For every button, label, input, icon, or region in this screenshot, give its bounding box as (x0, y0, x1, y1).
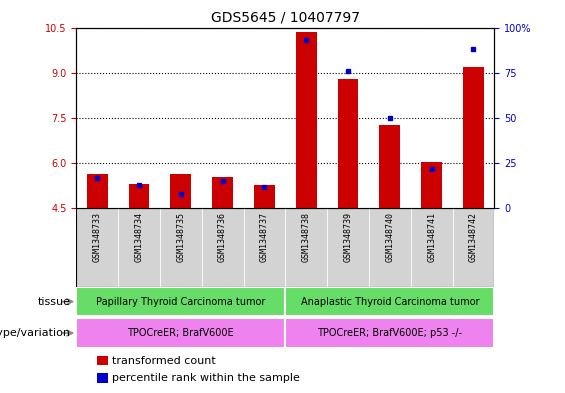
Bar (380, 125, 400, 208)
Bar (202, 208, 244, 287)
Bar (254, 185, 275, 208)
Bar (285, 318, 494, 348)
Text: TPOCreER; BrafV600E; p53 -/-: TPOCreER; BrafV600E; p53 -/- (318, 328, 462, 338)
Text: GSM1348739: GSM1348739 (344, 212, 353, 262)
Text: GSM1348733: GSM1348733 (93, 212, 102, 262)
Text: GSM1348742: GSM1348742 (469, 212, 478, 262)
Text: Papillary Thyroid Carcinoma tumor: Papillary Thyroid Carcinoma tumor (96, 297, 266, 307)
Text: GSM1348736: GSM1348736 (218, 212, 227, 262)
Bar (76, 318, 285, 348)
Bar (285, 208, 327, 287)
Text: GSM1348740: GSM1348740 (385, 212, 394, 262)
Bar (411, 208, 453, 287)
Title: GDS5645 / 10407797: GDS5645 / 10407797 (211, 11, 360, 25)
Bar (338, 79, 359, 208)
Text: tissue: tissue (38, 297, 71, 307)
Text: percentile rank within the sample: percentile rank within the sample (112, 373, 299, 384)
Text: genotype/variation: genotype/variation (0, 328, 71, 338)
Bar (244, 208, 285, 287)
Bar (76, 208, 118, 287)
Bar (160, 208, 202, 287)
Bar (97, 356, 107, 365)
Bar (421, 162, 442, 208)
Bar (129, 184, 149, 208)
Bar (118, 208, 160, 287)
Bar (453, 208, 494, 287)
Text: transformed count: transformed count (112, 356, 216, 366)
Text: TPOCreER; BrafV600E: TPOCreER; BrafV600E (128, 328, 234, 338)
Bar (285, 287, 494, 316)
Bar (171, 174, 191, 208)
Text: Anaplastic Thyroid Carcinoma tumor: Anaplastic Thyroid Carcinoma tumor (301, 297, 479, 307)
Text: GSM1348741: GSM1348741 (427, 212, 436, 262)
Text: GSM1348735: GSM1348735 (176, 212, 185, 262)
Text: GSM1348738: GSM1348738 (302, 212, 311, 262)
Bar (463, 67, 484, 208)
Bar (369, 208, 411, 287)
Bar (87, 174, 107, 208)
Bar (212, 177, 233, 208)
Bar (327, 208, 369, 287)
Text: GSM1348734: GSM1348734 (134, 212, 144, 262)
Bar (97, 373, 107, 383)
Text: GSM1348737: GSM1348737 (260, 212, 269, 262)
Bar (296, 32, 316, 208)
Bar (76, 287, 285, 316)
